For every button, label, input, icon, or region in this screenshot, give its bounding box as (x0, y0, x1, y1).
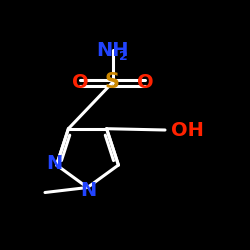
Text: NH: NH (96, 40, 129, 60)
Text: N: N (80, 180, 97, 200)
Text: N: N (46, 154, 62, 173)
Text: 2: 2 (119, 50, 128, 64)
Text: S: S (105, 72, 120, 92)
Text: OH: OH (171, 120, 204, 140)
Text: O: O (137, 73, 153, 92)
Text: O: O (72, 73, 88, 92)
